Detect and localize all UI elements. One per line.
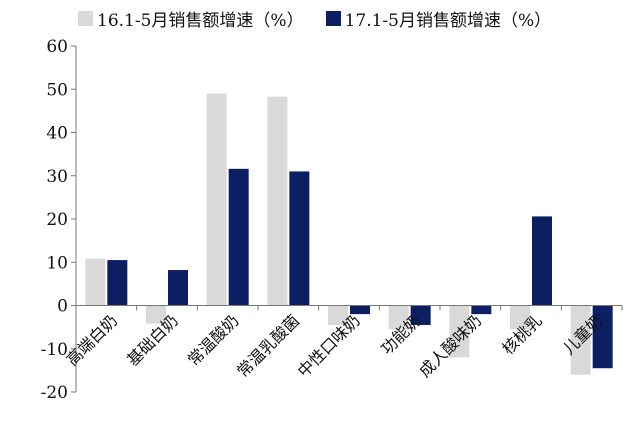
bar-2016 [206, 93, 227, 306]
y-tick-label: -10 [41, 340, 68, 360]
bar-2017 [350, 305, 370, 315]
bar-2016 [388, 305, 409, 330]
legend-label-2017: 17.1-5月销售额增速（%） [344, 11, 552, 31]
y-tick-label: 30 [46, 167, 68, 187]
bar-2017 [228, 168, 249, 306]
y-tick-label: 0 [57, 297, 68, 317]
bar-2017 [168, 270, 188, 306]
bar-2016 [85, 258, 106, 306]
legend-swatch-2017 [325, 11, 341, 26]
y-tick-label: -20 [41, 383, 68, 403]
y-tick-label: 50 [46, 80, 68, 100]
bar-2017 [289, 171, 310, 306]
bar-2016 [449, 305, 470, 358]
category-label: 常温乳酸菌 [233, 311, 303, 381]
y-tick-label: 60 [46, 37, 68, 57]
bar-2016 [146, 305, 166, 324]
bar-2016 [510, 305, 530, 330]
legend-item-2017: 17.1-5月销售额增速（%） [325, 6, 552, 31]
y-tick-label: 40 [46, 124, 68, 144]
category-label: 高端白奶 [62, 311, 121, 370]
y-tick-label: 20 [46, 210, 68, 230]
bar-2017 [532, 216, 552, 306]
bar-2017 [471, 305, 492, 315]
legend-swatch-2016 [78, 11, 93, 26]
legend-item-2016: 16.1-5月销售额增速（%） [78, 6, 304, 31]
y-tick-label: 10 [46, 253, 68, 273]
bar-2017 [107, 260, 128, 306]
bar-2017 [410, 305, 431, 325]
legend-label-2016: 16.1-5月销售额增速（%） [97, 11, 304, 31]
bar-2017 [592, 305, 613, 369]
category-label: 常温酸奶 [184, 311, 243, 370]
bar-2016 [570, 305, 591, 375]
legend: 16.1-5月销售额增速（%） 17.1-5月销售额增速（%） [78, 6, 573, 31]
bar-2016 [267, 96, 288, 306]
bar-2016 [328, 305, 348, 325]
